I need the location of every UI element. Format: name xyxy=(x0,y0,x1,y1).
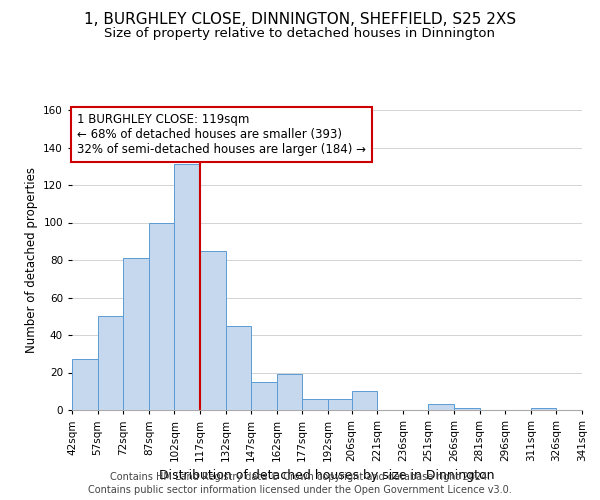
Text: Contains HM Land Registry data © Crown copyright and database right 2024.: Contains HM Land Registry data © Crown c… xyxy=(110,472,490,482)
Bar xyxy=(302,399,328,410)
Bar xyxy=(328,399,353,410)
Bar xyxy=(428,404,454,410)
Text: Contains public sector information licensed under the Open Government Licence v3: Contains public sector information licen… xyxy=(88,485,512,495)
Y-axis label: Number of detached properties: Number of detached properties xyxy=(25,167,38,353)
Bar xyxy=(123,258,149,410)
Text: Size of property relative to detached houses in Dinnington: Size of property relative to detached ho… xyxy=(104,28,496,40)
X-axis label: Distribution of detached houses by size in Dinnington: Distribution of detached houses by size … xyxy=(159,470,495,482)
Bar xyxy=(149,222,175,410)
Bar xyxy=(226,326,251,410)
Bar xyxy=(454,408,479,410)
Bar xyxy=(98,316,123,410)
Bar xyxy=(352,391,377,410)
Text: 1, BURGHLEY CLOSE, DINNINGTON, SHEFFIELD, S25 2XS: 1, BURGHLEY CLOSE, DINNINGTON, SHEFFIELD… xyxy=(84,12,516,28)
Bar xyxy=(72,360,98,410)
Text: 1 BURGHLEY CLOSE: 119sqm
← 68% of detached houses are smaller (393)
32% of semi-: 1 BURGHLEY CLOSE: 119sqm ← 68% of detach… xyxy=(77,113,366,156)
Bar xyxy=(200,250,226,410)
Bar xyxy=(175,164,200,410)
Bar xyxy=(531,408,556,410)
Bar xyxy=(251,382,277,410)
Bar xyxy=(277,374,302,410)
